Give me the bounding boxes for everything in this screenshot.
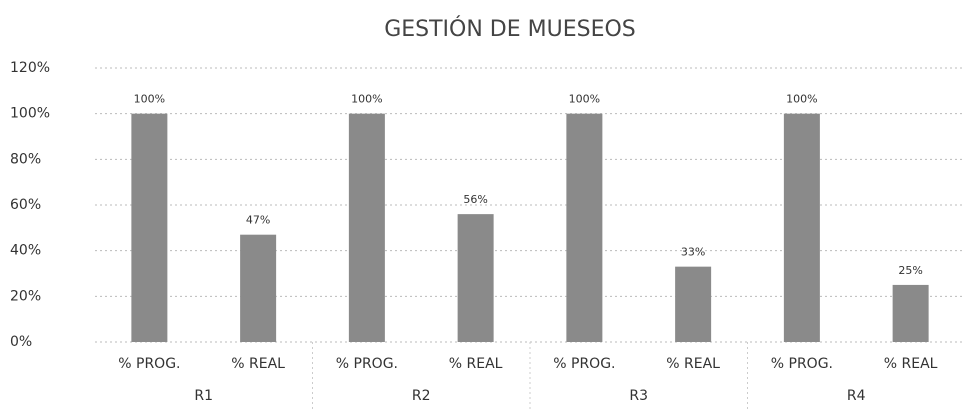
bar (675, 266, 712, 342)
value-label: 33% (681, 246, 705, 259)
x-tick-label: % REAL (884, 356, 938, 372)
group-label: R2 (412, 388, 431, 404)
x-tick-label: % PROG. (553, 356, 615, 372)
bar (783, 113, 820, 343)
y-tick-label: 60% (10, 197, 41, 213)
x-tick-label: % PROG. (771, 356, 833, 372)
bar (240, 234, 277, 342)
group-label: R4 (847, 388, 866, 404)
value-label: 56% (463, 193, 487, 206)
bar (457, 214, 494, 342)
group-label: R3 (629, 388, 648, 404)
y-tick-label: 40% (10, 243, 41, 259)
chart-title: GESTIÓN DE MUESEOS (384, 16, 636, 42)
x-tick-label: % REAL (449, 356, 503, 372)
y-tick-label: 80% (10, 151, 41, 167)
value-label: 47% (246, 214, 270, 227)
x-tick-label: % PROG. (336, 356, 398, 372)
bar (892, 284, 929, 342)
bar (131, 113, 168, 343)
value-label: 100% (351, 93, 382, 106)
bar (566, 113, 603, 343)
value-label: 100% (569, 93, 600, 106)
bar (348, 113, 385, 343)
value-label: 100% (134, 93, 165, 106)
group-label: R1 (194, 388, 213, 404)
x-tick-label: % REAL (231, 356, 285, 372)
x-tick-label: % REAL (666, 356, 720, 372)
y-tick-label: 100% (10, 106, 50, 122)
x-tick-label: % PROG. (118, 356, 180, 372)
value-label: 25% (898, 264, 922, 277)
value-label: 100% (786, 93, 817, 106)
y-tick-label: 0% (10, 334, 32, 350)
y-tick-label: 120% (10, 60, 50, 76)
y-tick-label: 20% (10, 288, 41, 304)
